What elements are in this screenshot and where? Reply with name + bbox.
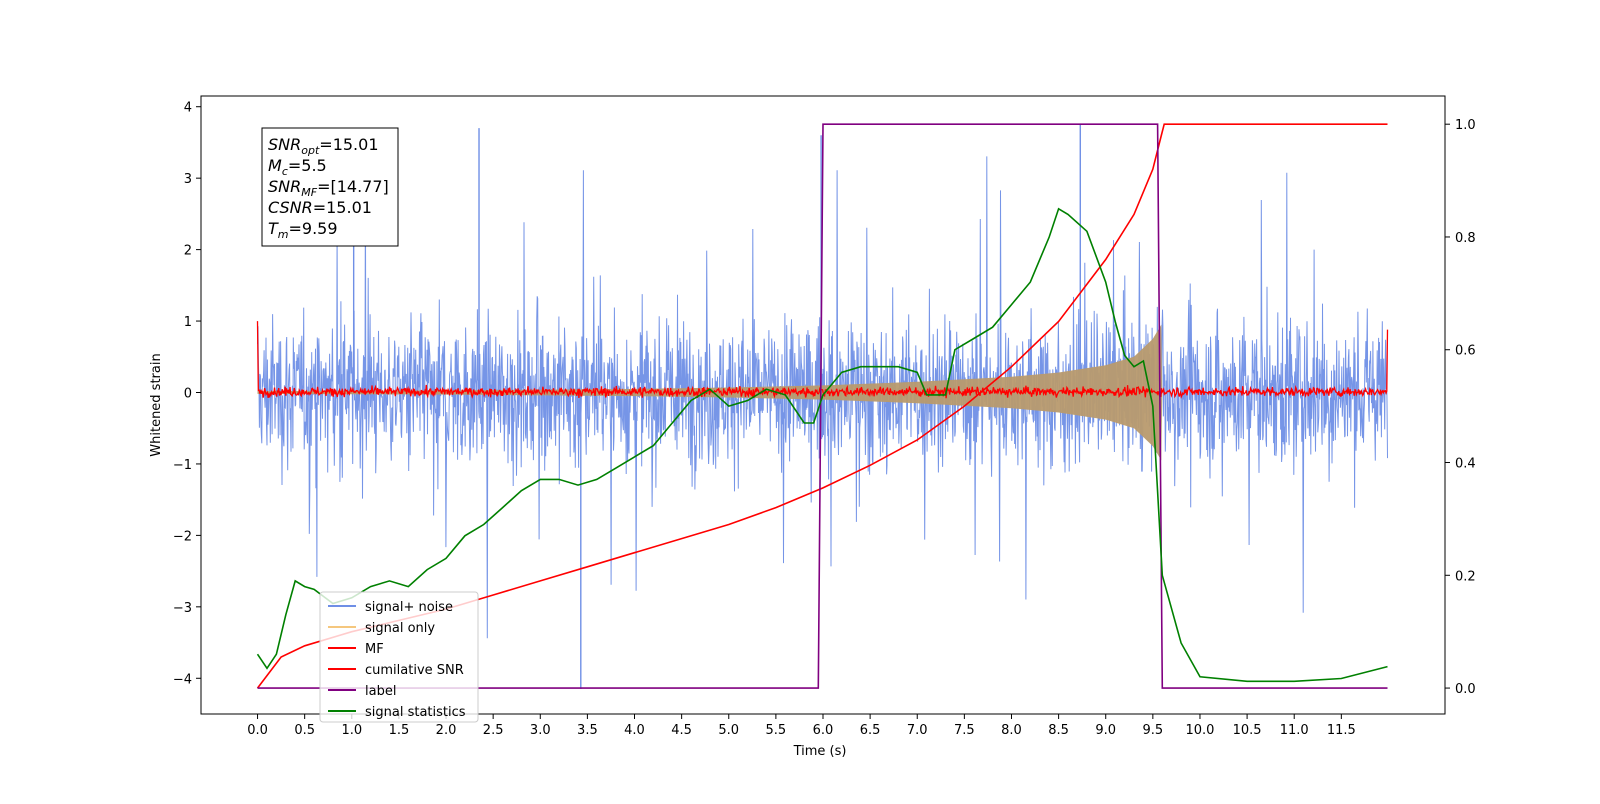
x-tick-label: 7.0 xyxy=(907,723,928,738)
legend: signal+ noise signal only MF cumilative SNR… xyxy=(319,591,479,723)
series-label-line xyxy=(257,123,1388,689)
legend-entry-label: signal only xyxy=(365,621,435,636)
x-axis: 0.0 0.5 1.0 1.5 2.0 2.5 3.0 3.5 4.0 4.5 5.0 5.5 6.0 6… xyxy=(247,714,1356,738)
x-tick-label: 5.5 xyxy=(766,723,787,738)
y-left-tick-label: 4 xyxy=(184,101,192,116)
y-left-tick-label: 2 xyxy=(184,244,192,259)
stats-line: Tm=9.59 xyxy=(268,219,338,241)
stats-line: SNRopt=15.01 xyxy=(268,135,379,157)
y-left-tick-label: 1 xyxy=(184,315,192,330)
y-left-tick-label: −2 xyxy=(173,529,192,544)
y-left-tick-label: 3 xyxy=(184,172,192,187)
x-tick-label: 11.0 xyxy=(1280,723,1309,738)
x-tick-label: 0.0 xyxy=(247,723,268,738)
y-left-tick-label: −1 xyxy=(173,458,192,473)
series-mf-line xyxy=(256,321,1389,399)
x-tick-label: 2.5 xyxy=(483,723,504,738)
x-tick-label: 8.5 xyxy=(1048,723,1069,738)
y-right-tick-label: 1.0 xyxy=(1455,118,1476,133)
legend-entry-label: MF xyxy=(365,642,384,657)
x-tick-label: 6.0 xyxy=(813,723,834,738)
y-axis-left-label: Whitened strain xyxy=(149,353,164,456)
y-right-tick-label: 0.2 xyxy=(1455,569,1476,584)
legend-entry-label: signal+ noise xyxy=(365,600,453,615)
series-signal-noise-line xyxy=(257,156,1388,639)
y-left-tick-label: 0 xyxy=(184,386,192,401)
y-right-tick-label: 0.0 xyxy=(1455,682,1476,697)
y-right-tick-label: 0.8 xyxy=(1455,231,1476,246)
x-tick-label: 8.0 xyxy=(1001,723,1022,738)
x-tick-label: 1.0 xyxy=(341,723,362,738)
stats-annotation-box: SNRopt=15.01Mc=5.5SNRMF=[14.77]CSNR=15.0… xyxy=(261,127,399,247)
series-signal-statistics-line xyxy=(256,207,1388,683)
stats-line: CSNR=15.01 xyxy=(268,198,372,217)
x-tick-label: 5.0 xyxy=(718,723,739,738)
y-axis-right: 1.0 0.8 0.6 0.4 0.2 0.0 xyxy=(1445,118,1476,697)
y-left-tick-label: −3 xyxy=(173,601,192,616)
series-layer xyxy=(256,123,1389,689)
x-tick-label: 1.5 xyxy=(389,723,410,738)
x-tick-label: 2.0 xyxy=(436,723,457,738)
stats-line: SNRMF=[14.77] xyxy=(268,177,389,199)
legend-entry-label: signal statistics xyxy=(365,705,466,720)
x-tick-label: 9.0 xyxy=(1095,723,1116,738)
x-tick-label: 4.5 xyxy=(671,723,692,738)
y-right-tick-label: 0.6 xyxy=(1455,344,1476,359)
x-tick-label: 10.5 xyxy=(1233,723,1262,738)
x-tick-label: 10.0 xyxy=(1185,723,1214,738)
y-right-tick-label: 0.4 xyxy=(1455,457,1476,472)
x-tick-label: 7.5 xyxy=(954,723,975,738)
x-tick-label: 3.0 xyxy=(530,723,551,738)
x-tick-label: 6.5 xyxy=(860,723,881,738)
x-tick-label: 4.0 xyxy=(624,723,645,738)
x-tick-label: 0.5 xyxy=(294,723,315,738)
stats-line: Mc=5.5 xyxy=(268,156,327,178)
y-left-tick-label: −4 xyxy=(173,672,192,687)
x-tick-label: 11.5 xyxy=(1327,723,1356,738)
legend-entry-label: cumilative SNR xyxy=(365,663,464,678)
y-axis-left: 4 3 2 1 0 −1 −2 −3 −4 xyxy=(173,101,201,687)
x-tick-label: 3.5 xyxy=(577,723,598,738)
legend-entry-label: label xyxy=(365,684,396,699)
stats-box-frame xyxy=(261,127,399,247)
legend-frame xyxy=(319,591,479,723)
x-axis-label: Time (s) xyxy=(793,744,847,759)
x-tick-label: 9.5 xyxy=(1143,723,1164,738)
